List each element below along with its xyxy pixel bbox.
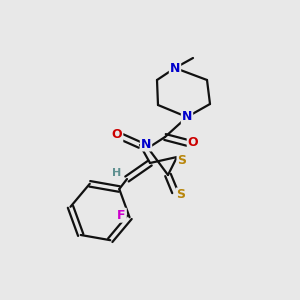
Text: S: S (176, 188, 185, 202)
Text: O: O (112, 128, 122, 142)
Text: N: N (182, 110, 192, 124)
Text: H: H (112, 168, 122, 178)
Text: F: F (117, 209, 126, 222)
Text: S: S (178, 154, 187, 167)
Text: N: N (170, 61, 180, 74)
Text: N: N (141, 137, 151, 151)
Text: O: O (188, 136, 198, 149)
